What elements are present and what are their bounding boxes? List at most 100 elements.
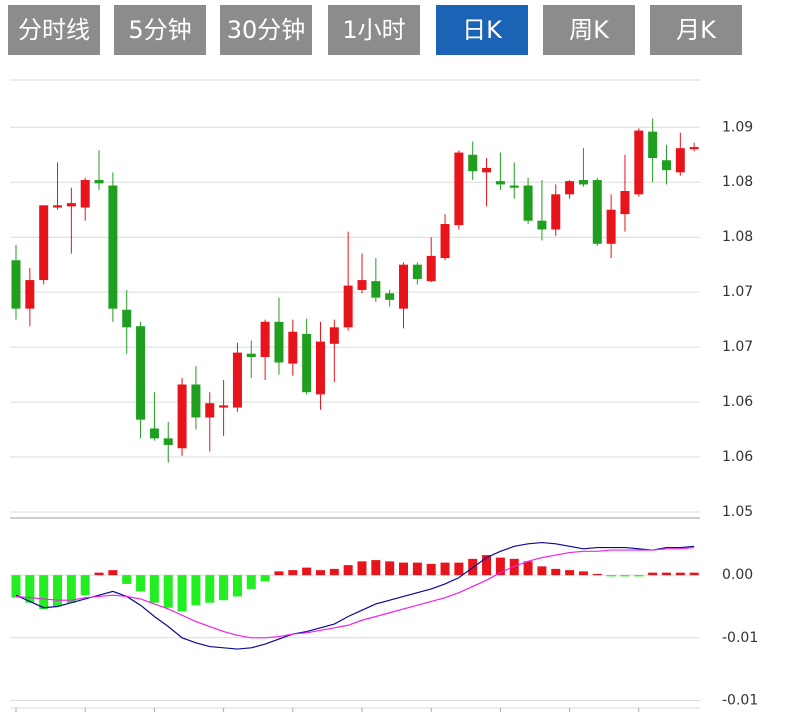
macd-bar: [205, 575, 215, 603]
macd-bar: [122, 575, 132, 584]
candle-body: [495, 181, 505, 185]
candle-body: [177, 384, 187, 449]
y-tick-label: 1.09: [722, 119, 753, 135]
macd-bar: [94, 572, 104, 576]
candle-body: [551, 194, 561, 230]
candle-body: [274, 321, 284, 363]
candle-body: [440, 224, 450, 259]
candle-body: [634, 130, 644, 195]
macd-bar: [149, 575, 159, 603]
y-tick-label: 1.05: [722, 504, 753, 520]
macd-bar: [454, 562, 464, 576]
macd-bar: [53, 575, 63, 607]
candle-body: [149, 428, 159, 439]
candle-body: [219, 405, 229, 408]
candle-body: [468, 154, 478, 172]
macd-bar: [246, 575, 256, 589]
macd-bar: [219, 575, 229, 601]
candle-body: [315, 341, 325, 395]
macd-bar: [675, 572, 685, 576]
macd-bar: [482, 555, 492, 576]
y-tick-label: 1.08: [722, 174, 753, 190]
candle-body: [661, 160, 671, 171]
tab[interactable]: 分时线: [8, 5, 100, 55]
macd-bar: [620, 575, 630, 577]
candle-body: [482, 167, 492, 173]
candle-body: [357, 280, 367, 290]
candle-body: [80, 180, 90, 208]
macd-bar: [523, 561, 533, 576]
macd-bar: [399, 562, 409, 576]
candle-body: [39, 205, 49, 281]
macd-bar: [689, 572, 699, 576]
candle-body: [592, 180, 602, 244]
macd-bar: [357, 561, 367, 576]
candle-body: [371, 281, 381, 298]
tab[interactable]: 5分钟: [114, 5, 206, 55]
candle-body: [620, 191, 630, 215]
candle-body: [25, 280, 35, 309]
macd-bar: [260, 575, 270, 582]
candle-body: [578, 180, 588, 185]
macd-bar: [565, 570, 575, 576]
tab[interactable]: 1小时: [328, 5, 420, 55]
tab[interactable]: 日K: [436, 5, 528, 55]
macd-bar: [191, 575, 201, 606]
candle-body: [205, 403, 215, 418]
candle-body: [246, 353, 256, 358]
y-tick-label: 1.06: [722, 449, 753, 465]
macd-bar: [163, 575, 173, 608]
candle-body: [329, 327, 339, 344]
macd-bar: [412, 562, 422, 576]
candle-body: [108, 185, 118, 309]
macd-bar: [592, 573, 602, 576]
candle-body: [689, 147, 699, 150]
candle-body: [191, 384, 201, 418]
macd-bar: [440, 562, 450, 576]
y-tick-label: -0.01: [722, 630, 758, 646]
candle-body: [122, 309, 132, 328]
candle-body: [11, 260, 21, 309]
candle-body: [94, 180, 104, 184]
macd-bar: [177, 575, 187, 612]
candle-body: [648, 131, 658, 159]
candle-body: [537, 220, 547, 230]
macd-bar: [537, 566, 547, 576]
y-tick-label: 1.07: [722, 339, 753, 355]
macd-bar: [274, 571, 284, 576]
macd-bar: [136, 575, 146, 592]
candle-body: [136, 326, 146, 420]
macd-bar: [288, 570, 298, 576]
candle-body: [260, 321, 270, 358]
macd-bar: [80, 575, 90, 596]
tab[interactable]: 30分钟: [220, 5, 312, 55]
macd-bar: [426, 563, 436, 576]
macd-line: [15, 546, 695, 639]
candle-body: [399, 264, 409, 309]
y-tick-label: 1.07: [722, 284, 753, 300]
y-tick-label: -0.01: [722, 692, 758, 708]
candle-body: [675, 148, 685, 173]
candle-body: [454, 152, 464, 226]
candle-body: [523, 185, 533, 221]
macd-bar: [315, 570, 325, 576]
macd-bar: [25, 575, 35, 603]
candle-body: [343, 285, 353, 328]
candle-body: [66, 203, 76, 207]
macd-line: [15, 541, 695, 650]
y-tick-label: 1.06: [722, 394, 753, 410]
tab[interactable]: 月K: [650, 5, 742, 55]
macd-bar: [329, 568, 339, 576]
candle-body: [565, 181, 575, 195]
candle-body: [606, 209, 616, 244]
tab[interactable]: 周K: [543, 5, 635, 55]
macd-bar: [606, 575, 616, 577]
macd-bar: [66, 575, 76, 603]
macd-bar: [39, 575, 49, 609]
macd-bar: [108, 570, 118, 576]
candle-body: [288, 331, 298, 364]
macd-bar: [661, 572, 671, 576]
candle-body: [232, 352, 242, 408]
macd-bar: [495, 557, 505, 576]
